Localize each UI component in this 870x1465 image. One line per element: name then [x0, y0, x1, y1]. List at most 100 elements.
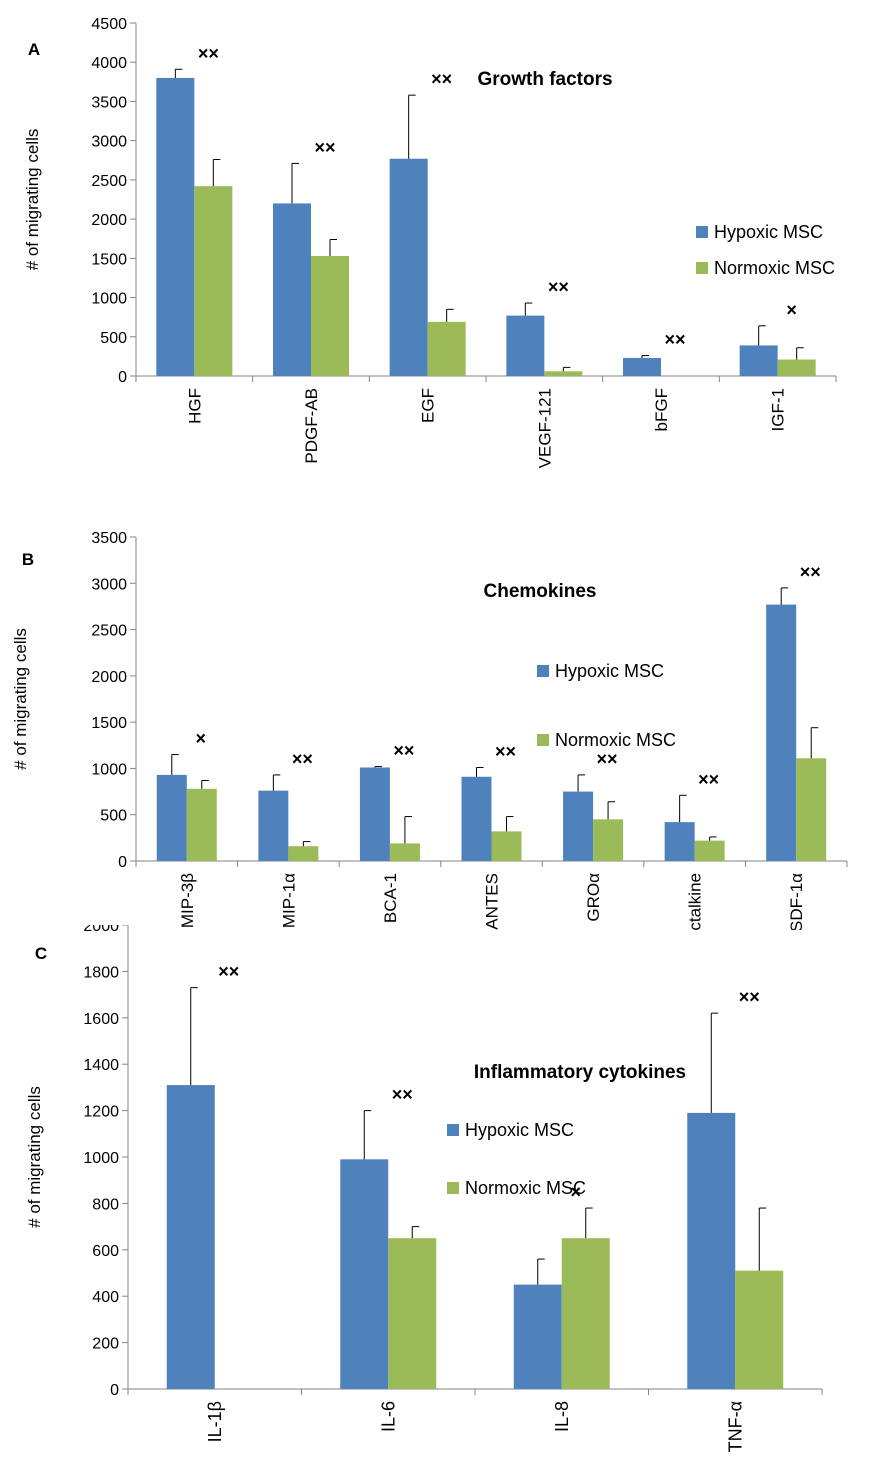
- y-tick-label: 2500: [91, 623, 127, 640]
- bar-normoxic: [186, 788, 217, 861]
- legend-label-hypoxic: Hypoxic MSC: [714, 222, 823, 242]
- bar-normoxic: [194, 186, 233, 376]
- chart-chemokines: B 0 500 1000 1500 2000 2500 3000 3500 # of migrat…: [11, 530, 848, 930]
- x-tick-label: bFGF: [652, 388, 671, 431]
- chart-title: Chemokines: [484, 581, 597, 602]
- legend-swatch-hypoxic: [696, 226, 708, 238]
- x-tick-label: GROα: [584, 873, 603, 922]
- bar-normoxic: [311, 255, 349, 376]
- y-tick-label: 400: [92, 1289, 119, 1306]
- bar-hypoxic: [166, 1085, 215, 1389]
- x-tick-label: IL-1β: [205, 1401, 225, 1442]
- significance-marker: ×: [196, 729, 207, 749]
- bar-normoxic: [561, 1238, 610, 1389]
- significance-marker: ××: [393, 741, 414, 761]
- significance-marker: ××: [314, 137, 335, 157]
- legend-label-hypoxic: Hypoxic MSC: [555, 661, 664, 681]
- legend-label-normoxic: Normoxic MSC: [555, 730, 676, 750]
- significance-marker: ××: [392, 1085, 413, 1105]
- y-axis-title: # of migrating cells: [23, 129, 42, 271]
- x-tick-label: PDGF-AB: [302, 388, 321, 464]
- legend-swatch-hypoxic: [537, 665, 549, 677]
- y-tick-label: 2000: [83, 925, 119, 935]
- x-tick-label: IL-6: [378, 1401, 398, 1432]
- legend-swatch-hypoxic: [447, 1124, 459, 1136]
- y-tick-label: 3500: [91, 530, 127, 547]
- y-tick-label: 1000: [91, 291, 127, 308]
- bar-hypoxic: [461, 776, 492, 861]
- bar-hypoxic: [739, 345, 778, 376]
- x-tick-label: Fractalkine: [686, 873, 705, 930]
- bar-hypoxic: [664, 822, 695, 861]
- x-tick-label: VEGF-121: [535, 388, 554, 468]
- x-tick-label: IL-8: [552, 1401, 572, 1432]
- y-tick-label: 500: [100, 330, 127, 347]
- y-tick-label: 3000: [91, 134, 127, 151]
- legend-swatch-normoxic: [537, 734, 549, 746]
- panel-label: A: [28, 40, 40, 59]
- bar-normoxic: [593, 819, 624, 861]
- legend-swatch-normoxic: [447, 1182, 459, 1194]
- significance-marker: ××: [664, 330, 685, 350]
- bar-hypoxic: [156, 77, 195, 377]
- y-tick-label: 3500: [91, 94, 127, 111]
- bar-normoxic: [694, 840, 725, 861]
- y-tick-label: 0: [110, 1382, 119, 1399]
- y-tick-label: 1500: [91, 715, 127, 732]
- significance-marker: ××: [495, 742, 516, 762]
- bar-hypoxic: [766, 604, 797, 861]
- y-axis-title: # of migrating cells: [25, 1086, 44, 1228]
- significance-marker: ××: [198, 43, 219, 63]
- bar-normoxic: [288, 846, 319, 861]
- bar-normoxic: [796, 758, 827, 861]
- y-tick-label: 800: [92, 1196, 119, 1213]
- x-tick-label: TNF-α: [725, 1401, 745, 1452]
- bar-normoxic: [491, 831, 522, 861]
- bar-hypoxic: [687, 1112, 736, 1389]
- y-tick-label: 1600: [83, 1011, 119, 1028]
- y-tick-label: 0: [118, 369, 127, 386]
- significance-marker: ×: [786, 300, 797, 320]
- bar-normoxic: [427, 321, 466, 376]
- significance-marker: ××: [698, 769, 719, 789]
- significance-marker: ×: [570, 1182, 581, 1202]
- significance-marker: ××: [218, 962, 239, 982]
- y-tick-label: 2000: [91, 212, 127, 229]
- legend-label-normoxic: Normoxic MSC: [714, 258, 835, 278]
- y-tick-label: 200: [92, 1336, 119, 1353]
- bar-hypoxic: [389, 158, 428, 376]
- significance-marker: ××: [292, 749, 313, 769]
- significance-marker: ××: [597, 749, 618, 769]
- chart-title: Growth factors: [477, 69, 612, 90]
- chart-growth-factors: A 0 500 1000 1500 2000 2500 3000 3500 4000 4500 # o…: [23, 16, 837, 468]
- y-tick-label: 1200: [83, 1104, 119, 1121]
- y-tick-label: 2000: [91, 669, 127, 686]
- y-axis-title: # of migrating cells: [11, 628, 30, 770]
- y-tick-label: 2500: [91, 173, 127, 190]
- panel-label: B: [22, 550, 34, 569]
- x-tick-label: SDF-1α: [787, 873, 806, 930]
- chart-title: Inflammatory cytokines: [474, 1062, 686, 1083]
- x-tick-label: EGF: [419, 388, 438, 423]
- x-tick-label: MIP-3β: [178, 873, 197, 928]
- x-tick-label: HGF: [185, 388, 204, 424]
- legend-label-normoxic: Normoxic MSC: [465, 1178, 586, 1198]
- y-tick-label: 0: [118, 854, 127, 871]
- bar-hypoxic: [156, 774, 187, 861]
- bar-hypoxic: [359, 767, 390, 861]
- significance-marker: ××: [800, 562, 821, 582]
- chart-inflammatory-cytokines: C 0 200 400 600 800 1000 1200 1400 1600 1800 2000 # …: [25, 925, 823, 1452]
- bar-hypoxic: [258, 790, 289, 861]
- y-tick-label: 1800: [83, 964, 119, 981]
- y-tick-label: 1400: [83, 1057, 119, 1074]
- bar-hypoxic: [513, 1284, 562, 1389]
- y-tick-label: 500: [100, 808, 127, 825]
- bar-normoxic: [544, 371, 583, 376]
- y-tick-label: 1000: [83, 1150, 119, 1167]
- y-tick-label: 3000: [91, 576, 127, 593]
- y-tick-label: 1500: [91, 251, 127, 268]
- bar-hypoxic: [273, 203, 311, 376]
- x-tick-label: IGF-1: [769, 388, 788, 431]
- x-tick-label: RANTES: [483, 873, 502, 930]
- bar-normoxic: [735, 1270, 784, 1389]
